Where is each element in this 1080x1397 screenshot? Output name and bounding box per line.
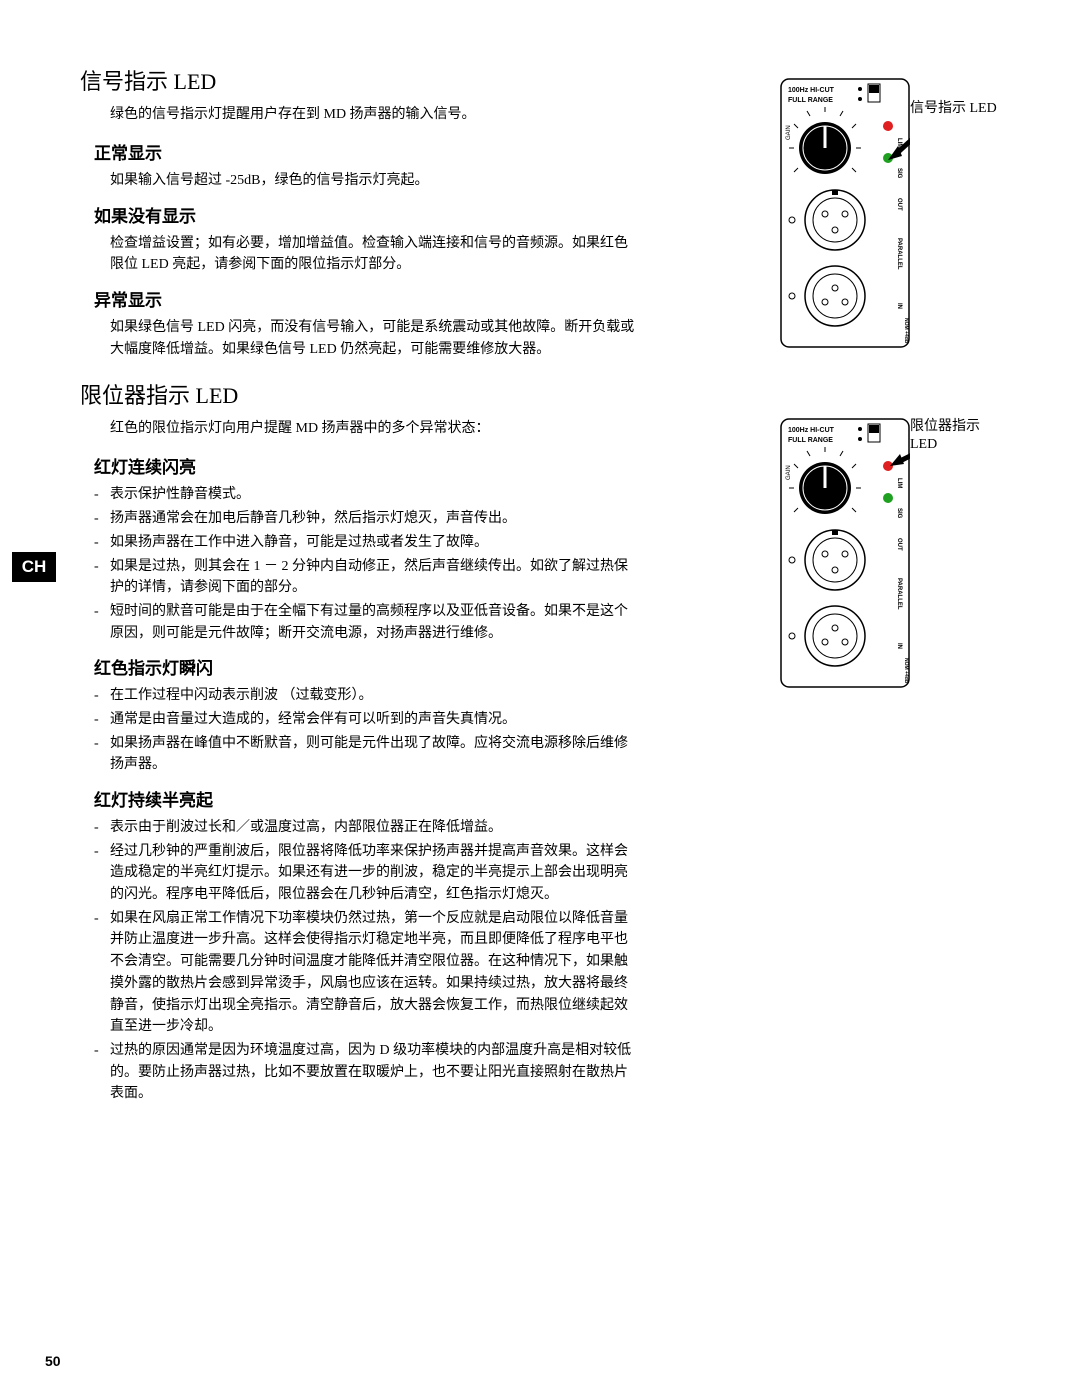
panel-svg-limiter: 100Hz HI-CUT FULL RANGE GAIN LIM SIG [780, 418, 910, 688]
section-limiter-led-intro: 红色的限位指示灯向用户提醒 MD 扬声器中的多个异常状态： [110, 418, 640, 439]
panel-text-out: OUT [896, 538, 902, 551]
panel-svg-signal: 100Hz HI-CUT FULL RANGE GAIN LIM SIG [780, 78, 910, 348]
panel-text-lim: LIM [896, 478, 902, 488]
page-number: 50 [45, 1353, 61, 1369]
sub-abnormal-body: 如果绿色信号 LED 闪亮，而没有信号输入，可能是系统震动或其他故障。断开负载或… [110, 317, 640, 360]
sub-instant-list: 在工作过程中闪动表示削波 （过载变形）。 通常是由音量过大造成的，经常会伴有可以… [94, 685, 640, 776]
panel-text-parallel: PARALLEL [896, 238, 902, 270]
diagram-label-limiter: 限位器指示 LED [910, 418, 1000, 454]
panel-text-gain: GAIN [786, 125, 792, 140]
panel-text-sig: SIG [896, 508, 902, 519]
list-item: 如果在风扇正常工作情况下功率模块仍然过热，第一个反应就是启动限位以降低音量并防止… [94, 908, 640, 1038]
panel-text-gain: GAIN [786, 465, 792, 480]
panel-text-hicut: 100Hz HI-CUT [788, 87, 835, 94]
list-item: 短时间的默音可能是由于在全幅下有过量的高频程序以及亚低音设备。如果不是这个原因，… [94, 601, 640, 644]
list-item: 通常是由音量过大造成的，经常会伴有可以听到的声音失真情况。 [94, 709, 640, 731]
led-lim-icon [883, 461, 893, 471]
diagram-label-signal: 信号指示 LED [910, 100, 1000, 118]
panel-text-fullrange: FULL RANGE [788, 437, 833, 444]
sub-normal-body: 如果输入信号超过 -25dB，绿色的信号指示灯亮起。 [110, 170, 640, 192]
main-column: 信号指示 LED 绿色的信号指示灯提醒用户存在到 MD 扬声器的输入信号。 正常… [80, 64, 640, 1105]
panel-text-nom: NOM +4dB [903, 658, 909, 684]
panel-text-sig: SIG [896, 168, 902, 179]
list-item: 经过几秒钟的严重削波后，限位器将降低功率来保护扬声器并提高声音效果。这样会造成稳… [94, 841, 640, 906]
list-item: 如果扬声器在工作中进入静音，可能是过热或者发生了故障。 [94, 532, 640, 554]
list-item: 扬声器通常会在加电后静音几秒钟，然后指示灯熄灭，声音传出。 [94, 508, 640, 530]
led-sig-icon [883, 493, 893, 503]
panel-text-in: IN [896, 643, 902, 649]
panel-text-in: IN [896, 303, 902, 309]
sub-normal-title: 正常显示 [94, 139, 640, 164]
sub-abnormal-title: 异常显示 [94, 286, 640, 311]
language-tab: CH [12, 552, 56, 582]
panel-diagram-signal: 100Hz HI-CUT FULL RANGE GAIN LIM SIG [780, 78, 910, 348]
panel-text-hicut: 100Hz HI-CUT [788, 427, 835, 434]
list-item: 如果是过热，则其会在 1 － 2 分钟内自动修正，然后声音继续传出。如欲了解过热… [94, 556, 640, 599]
panel-text-parallel: PARALLEL [896, 578, 902, 610]
sub-flash-title: 红灯连续闪亮 [94, 453, 640, 478]
section-signal-led-title: 信号指示 LED [80, 64, 640, 96]
list-item: 表示保护性静音模式。 [94, 484, 640, 506]
sub-nodisplay-title: 如果没有显示 [94, 202, 640, 227]
list-item: 表示由于削波过长和／或温度过高，内部限位器正在降低增益。 [94, 817, 640, 839]
sub-flash-list: 表示保护性静音模式。 扬声器通常会在加电后静音几秒钟，然后指示灯熄灭，声音传出。… [94, 484, 640, 644]
sub-nodisplay-body: 检查增益设置；如有必要，增加增益值。检查输入端连接和信号的音频源。如果红色限位 … [110, 233, 640, 276]
led-lim-icon [883, 121, 893, 131]
sub-instant-title: 红色指示灯瞬闪 [94, 654, 640, 679]
section-limiter-led-title: 限位器指示 LED [80, 378, 640, 410]
panel-text-nom: NOM +4dB [903, 318, 909, 344]
page-content: 信号指示 LED 绿色的信号指示灯提醒用户存在到 MD 扬声器的输入信号。 正常… [0, 0, 1080, 1149]
panel-diagram-limiter: 100Hz HI-CUT FULL RANGE GAIN LIM SIG [780, 418, 910, 688]
sub-halflit-list: 表示由于削波过长和／或温度过高，内部限位器正在降低增益。 经过几秒钟的严重削波后… [94, 817, 640, 1105]
list-item: 如果扬声器在峰值中不断默音，则可能是元件出现了故障。应将交流电源移除后维修扬声器… [94, 733, 640, 776]
panel-text-fullrange: FULL RANGE [788, 97, 833, 104]
sub-halflit-title: 红灯持续半亮起 [94, 786, 640, 811]
section-signal-led-intro: 绿色的信号指示灯提醒用户存在到 MD 扬声器的输入信号。 [110, 104, 640, 125]
list-item: 在工作过程中闪动表示削波 （过载变形）。 [94, 685, 640, 707]
list-item: 过热的原因通常是因为环境温度过高，因为 D 级功率模块的内部温度升高是相对较低的… [94, 1040, 640, 1105]
panel-text-out: OUT [896, 198, 902, 211]
